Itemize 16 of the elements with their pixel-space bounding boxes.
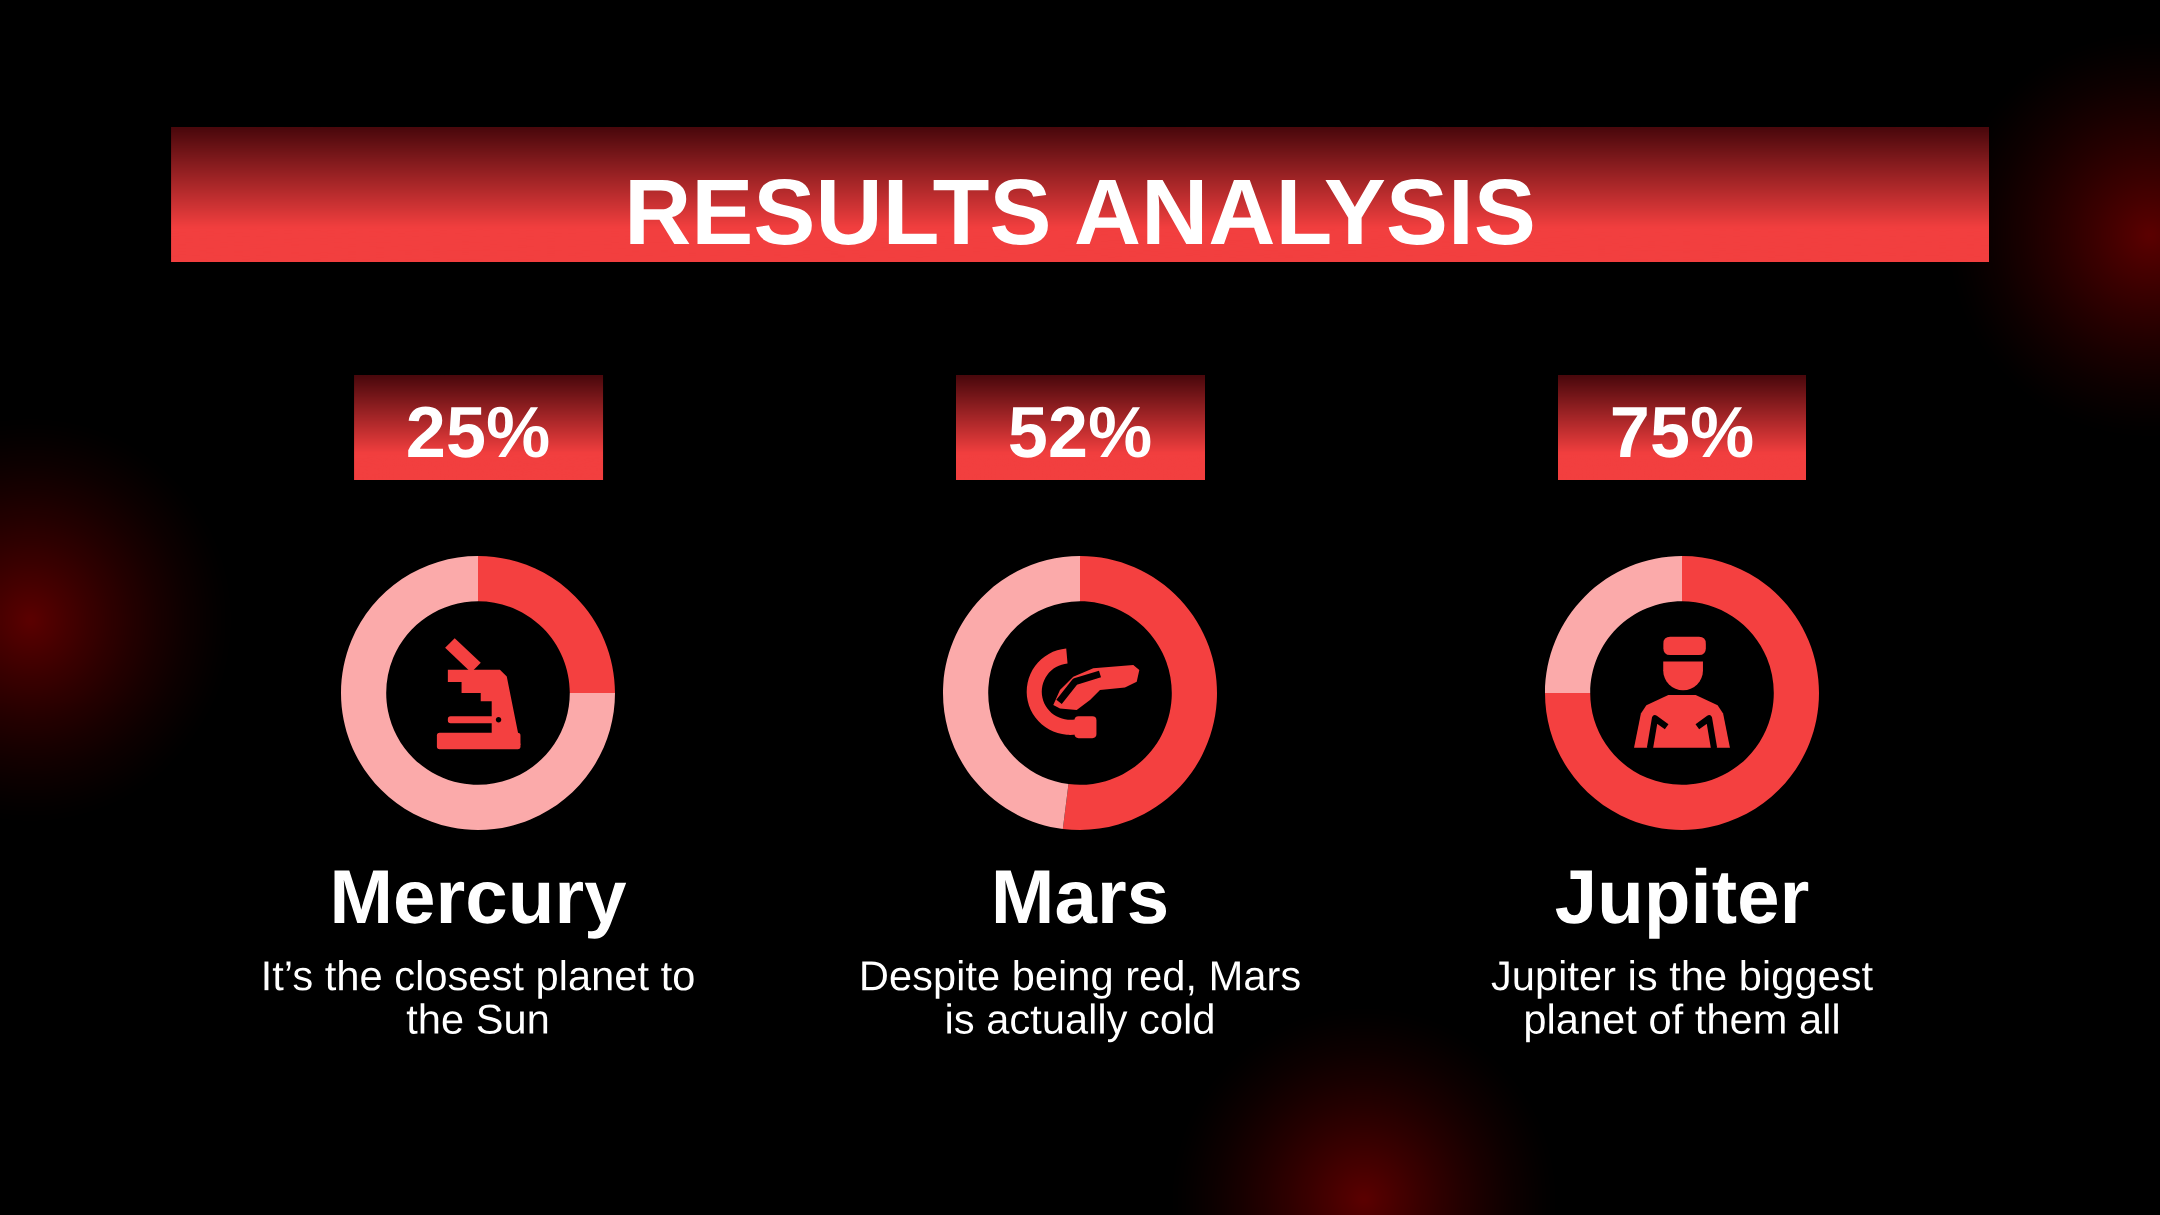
data-label: 25%	[408, 406, 549, 458]
text: Despite being red, Mars is actually cold	[862, 960, 1300, 1043]
text: Jupiter is the biggest planet of them all	[1491, 960, 1873, 1043]
donut-slice	[1545, 556, 1682, 693]
donut-slice	[943, 556, 1080, 829]
text: Mars	[995, 870, 1167, 924]
data-label: 52%	[1009, 406, 1151, 458]
donut-slice	[341, 556, 615, 830]
donut-slice	[1062, 556, 1217, 830]
donut-slice	[478, 556, 615, 693]
text: It’s the closest planet to the Sun	[264, 960, 694, 1034]
text: RESULTS ANALYSIS	[630, 179, 1533, 245]
text: Mercury	[334, 870, 627, 939]
text: Jupiter	[1555, 867, 1809, 939]
data-label: 75%	[1612, 406, 1753, 458]
donut-slice	[1545, 556, 1819, 830]
